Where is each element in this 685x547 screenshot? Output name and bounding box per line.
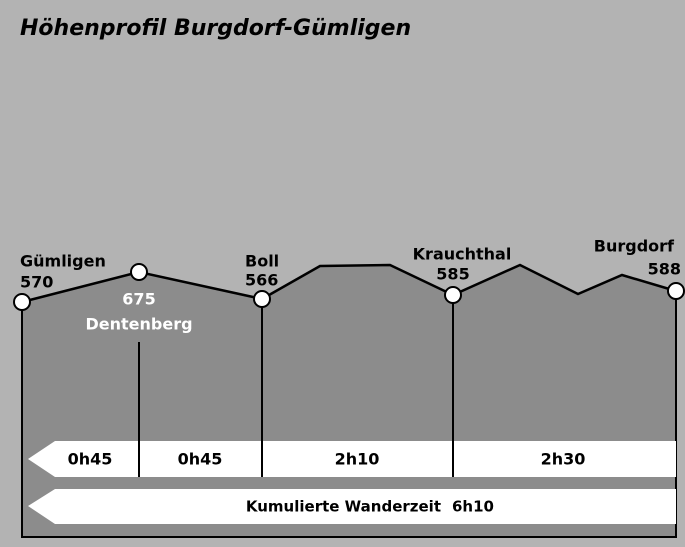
station-elevation: 675	[122, 290, 155, 309]
station-elevation: 585	[436, 265, 469, 284]
segment-band	[28, 441, 676, 477]
station-name: Krauchthal	[413, 245, 512, 264]
dividers	[138, 295, 454, 477]
segment-time: 2h10	[335, 450, 380, 469]
segment-time: 2h30	[541, 450, 586, 469]
station-name: Burgdorf	[594, 237, 675, 256]
segment-time: 0h45	[68, 450, 113, 469]
total-label: Kumulierte Wanderzeit	[246, 498, 441, 516]
station-elevation: 566	[245, 271, 278, 290]
station-elevation: 570	[20, 273, 53, 292]
total-time: 6h10	[452, 498, 494, 516]
segment-time: 0h45	[178, 450, 223, 469]
station-name: Gümligen	[20, 252, 106, 271]
title: Höhenprofil Burgdorf-Gümligen	[20, 16, 411, 41]
station-markers	[13, 263, 685, 311]
profile-line	[21, 263, 677, 304]
station-name: Boll	[245, 252, 279, 271]
station-elevation: 588	[648, 260, 681, 279]
station-name: Dentenberg	[85, 315, 192, 334]
total-band	[28, 489, 676, 524]
